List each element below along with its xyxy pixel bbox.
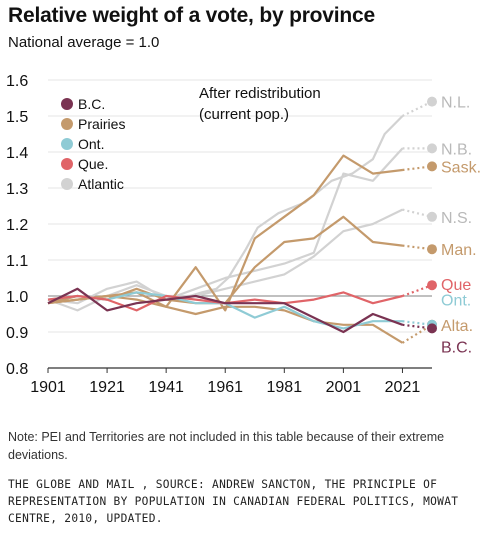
- y-tick-label: 1.6: [6, 73, 28, 90]
- x-tick-label: 1961: [207, 379, 243, 396]
- series-end-label: N.L.: [441, 95, 470, 112]
- series-end-label: N.B.: [441, 141, 472, 158]
- y-tick-label: 1.0: [6, 289, 28, 306]
- legend-swatch: [61, 178, 73, 190]
- x-tick-label: 2021: [385, 379, 421, 396]
- x-tick-label: 1941: [148, 379, 184, 396]
- projection-point: [427, 280, 437, 291]
- series-line-alta: [47, 294, 404, 344]
- legend-swatch: [61, 158, 73, 170]
- y-tick-label: 0.9: [6, 325, 28, 342]
- series-end-label: Que: [441, 277, 471, 294]
- projection-point: [427, 96, 437, 107]
- source-credit: THE GLOBE AND MAIL , SOURCE: ANDREW SANC…: [8, 478, 459, 525]
- projection-point: [427, 211, 437, 222]
- projection-line: [402, 208, 433, 218]
- x-tick-label: 1981: [267, 379, 303, 396]
- series-line-nl: [189, 115, 404, 298]
- y-tick-label: 1.1: [6, 253, 28, 270]
- projection-line: [402, 284, 433, 298]
- series-end-label: Alta.: [441, 318, 473, 335]
- series-end-label: Sask.: [441, 159, 481, 176]
- legend-swatch: [61, 138, 73, 150]
- line-chart: 0.8 0.9 1.0 1.1 1.2 1.3 1.4 1.5 1.6 1901 1921 1941 1…: [6, 73, 481, 396]
- annotation-text: After redistribution: [199, 85, 321, 102]
- projection-point: [427, 244, 437, 255]
- projection-point: [427, 143, 437, 154]
- legend-label: Ont.: [78, 136, 104, 152]
- legend-label: Prairies: [78, 116, 125, 132]
- y-tick-label: 0.8: [6, 361, 28, 378]
- series-end-label: Man.: [441, 242, 477, 259]
- legend-label: B.C.: [78, 96, 105, 112]
- projection-point: [427, 323, 437, 334]
- projection-line: [401, 100, 433, 117]
- y-tick-label: 1.5: [6, 109, 28, 126]
- legend-label: Que.: [78, 156, 108, 172]
- chart-title: Relative weight of a vote, by province: [8, 4, 375, 27]
- legend-swatch: [61, 118, 73, 130]
- series-line-bc: [47, 287, 403, 334]
- legend-swatch: [61, 98, 73, 110]
- chart-note: Note: PEI and Territories are not includ…: [8, 430, 445, 462]
- projection-line: [401, 323, 433, 344]
- y-tick-label: 1.2: [6, 217, 28, 234]
- projection-point: [427, 161, 437, 172]
- y-tick-label: 1.3: [6, 181, 28, 198]
- x-tick-label: 1921: [89, 379, 125, 396]
- chart-subtitle: National average = 1.0: [8, 34, 160, 51]
- x-tick-label: 2001: [326, 379, 362, 396]
- series-line-nb: [47, 147, 404, 305]
- y-tick-label: 1.4: [6, 145, 28, 162]
- x-tick-label: 1901: [30, 379, 66, 396]
- legend-label: Atlantic: [78, 176, 124, 192]
- series-end-label: Ont.: [441, 293, 471, 310]
- series-end-label: B.C.: [441, 339, 472, 356]
- annotation-text: (current pop.): [199, 106, 289, 123]
- series-end-label: N.S.: [441, 210, 472, 227]
